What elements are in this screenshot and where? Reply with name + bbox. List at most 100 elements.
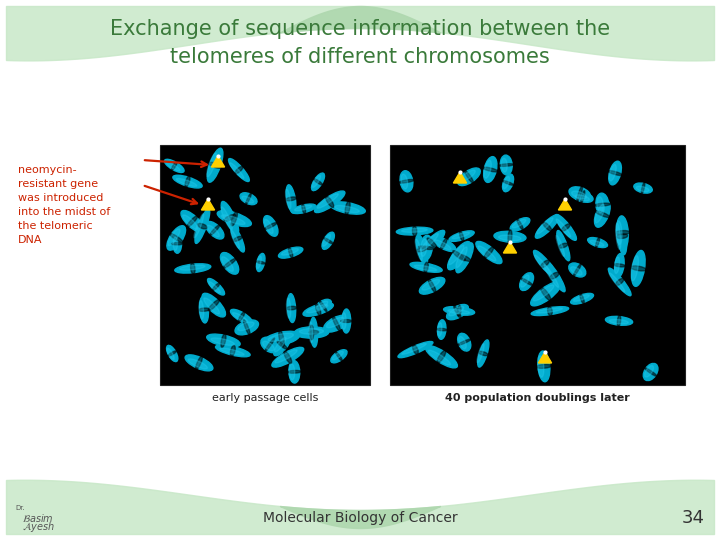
Ellipse shape (476, 241, 502, 264)
Ellipse shape (287, 185, 296, 213)
Ellipse shape (535, 215, 559, 238)
Ellipse shape (287, 306, 297, 310)
Polygon shape (559, 199, 572, 210)
Ellipse shape (436, 328, 447, 331)
Ellipse shape (559, 243, 568, 248)
Ellipse shape (573, 295, 589, 301)
Ellipse shape (401, 174, 408, 189)
Polygon shape (539, 352, 552, 363)
Ellipse shape (164, 159, 184, 172)
Ellipse shape (577, 186, 582, 201)
Ellipse shape (166, 346, 178, 362)
Ellipse shape (569, 263, 586, 277)
Ellipse shape (187, 215, 198, 227)
Ellipse shape (508, 230, 512, 244)
Ellipse shape (609, 273, 625, 292)
Ellipse shape (432, 237, 456, 252)
Ellipse shape (171, 161, 177, 171)
Ellipse shape (415, 239, 423, 260)
Ellipse shape (544, 265, 559, 287)
Ellipse shape (220, 348, 244, 355)
Ellipse shape (608, 161, 621, 185)
Ellipse shape (548, 307, 552, 316)
Ellipse shape (636, 186, 649, 192)
Ellipse shape (194, 214, 204, 238)
Ellipse shape (233, 313, 248, 322)
Ellipse shape (424, 262, 428, 272)
Ellipse shape (221, 201, 238, 234)
Ellipse shape (452, 232, 469, 239)
Ellipse shape (479, 352, 488, 356)
Ellipse shape (240, 193, 257, 205)
Ellipse shape (538, 356, 544, 377)
Ellipse shape (323, 238, 333, 244)
Ellipse shape (204, 298, 220, 314)
Ellipse shape (300, 328, 323, 334)
Ellipse shape (282, 248, 298, 255)
Ellipse shape (207, 279, 225, 295)
Ellipse shape (609, 319, 629, 324)
Ellipse shape (448, 241, 471, 270)
Ellipse shape (183, 215, 198, 230)
Ellipse shape (444, 307, 474, 315)
Ellipse shape (503, 177, 510, 188)
Ellipse shape (609, 165, 616, 181)
Ellipse shape (580, 294, 584, 303)
Ellipse shape (597, 197, 603, 213)
Ellipse shape (231, 211, 238, 226)
Ellipse shape (287, 370, 302, 373)
Ellipse shape (211, 338, 235, 346)
Ellipse shape (173, 234, 181, 253)
Text: 34: 34 (682, 509, 705, 527)
Ellipse shape (460, 170, 475, 181)
Ellipse shape (596, 193, 609, 216)
Ellipse shape (264, 215, 278, 237)
Ellipse shape (264, 222, 277, 230)
Ellipse shape (279, 247, 303, 258)
Ellipse shape (562, 224, 570, 231)
Polygon shape (454, 172, 467, 183)
Ellipse shape (171, 242, 183, 245)
Ellipse shape (256, 253, 265, 272)
Ellipse shape (256, 256, 261, 268)
Ellipse shape (312, 173, 325, 191)
Ellipse shape (428, 279, 436, 293)
Ellipse shape (222, 256, 233, 272)
Text: Exchange of sequence information between the
telomeres of different chromosomes: Exchange of sequence information between… (110, 19, 610, 67)
Ellipse shape (325, 196, 334, 207)
Ellipse shape (233, 237, 242, 241)
Ellipse shape (246, 193, 251, 205)
Ellipse shape (302, 204, 305, 214)
Ellipse shape (205, 221, 224, 239)
Ellipse shape (501, 158, 508, 172)
Ellipse shape (595, 238, 600, 248)
Ellipse shape (426, 346, 457, 368)
Ellipse shape (573, 264, 582, 276)
Polygon shape (212, 156, 225, 167)
Ellipse shape (175, 264, 211, 273)
Bar (160, 145, 370, 385)
Ellipse shape (224, 214, 235, 221)
Ellipse shape (457, 339, 472, 346)
Ellipse shape (446, 305, 468, 320)
Ellipse shape (570, 267, 582, 275)
Ellipse shape (416, 234, 428, 265)
Ellipse shape (434, 240, 451, 249)
Ellipse shape (420, 239, 427, 256)
Ellipse shape (631, 255, 639, 281)
Ellipse shape (195, 209, 210, 244)
Ellipse shape (197, 224, 207, 229)
Ellipse shape (228, 159, 249, 181)
Ellipse shape (572, 191, 593, 202)
Ellipse shape (292, 204, 316, 213)
Ellipse shape (322, 232, 334, 249)
Ellipse shape (437, 350, 446, 363)
Ellipse shape (313, 179, 323, 185)
Ellipse shape (173, 175, 202, 188)
Ellipse shape (230, 309, 253, 324)
Ellipse shape (212, 283, 220, 291)
Ellipse shape (419, 231, 445, 255)
Ellipse shape (449, 231, 474, 241)
Ellipse shape (464, 170, 474, 183)
Ellipse shape (309, 330, 319, 334)
